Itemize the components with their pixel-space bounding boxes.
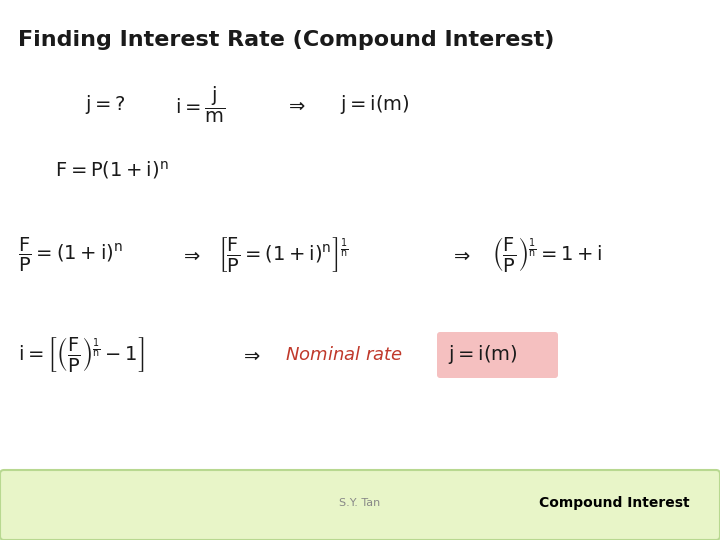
Text: $\mathsf{\left[\dfrac{F}{P} = (1+i)^{n}\right]^{\frac{1}{n}}}$: $\mathsf{\left[\dfrac{F}{P} = (1+i)^{n}\… [218, 235, 348, 274]
Text: $\mathsf{\left(\dfrac{F}{P}\right)^{\frac{1}{n}} = 1+i}$: $\mathsf{\left(\dfrac{F}{P}\right)^{\fra… [492, 235, 603, 274]
Text: $\Rightarrow$: $\Rightarrow$ [180, 246, 201, 265]
Text: $\mathsf{j = i(m)}$: $\mathsf{j = i(m)}$ [340, 93, 410, 117]
Text: $\mathsf{j = i(m)}$: $\mathsf{j = i(m)}$ [448, 343, 518, 367]
Text: Finding Interest Rate (Compound Interest): Finding Interest Rate (Compound Interest… [18, 30, 554, 50]
Text: $\mathsf{\dfrac{F}{P} = (1+i)^{n}}$: $\mathsf{\dfrac{F}{P} = (1+i)^{n}}$ [18, 236, 123, 274]
Text: $\Rightarrow$: $\Rightarrow$ [450, 246, 471, 265]
Text: $\mathit{Nominal\ rate}$: $\mathit{Nominal\ rate}$ [285, 346, 403, 364]
Text: S.Y. Tan: S.Y. Tan [339, 498, 381, 508]
Text: $\mathsf{i = \dfrac{j}{m}}$: $\mathsf{i = \dfrac{j}{m}}$ [175, 85, 225, 125]
Text: $\mathsf{F = P(1+i)^{n}}$: $\mathsf{F = P(1+i)^{n}}$ [55, 159, 168, 181]
Text: $\Rightarrow$: $\Rightarrow$ [240, 346, 261, 365]
FancyBboxPatch shape [0, 470, 720, 540]
Text: $\mathsf{j = ?}$: $\mathsf{j = ?}$ [85, 93, 126, 117]
Text: $\mathsf{i = \left[\left(\dfrac{F}{P}\right)^{\frac{1}{n}} - 1\right]}$: $\mathsf{i = \left[\left(\dfrac{F}{P}\ri… [18, 335, 145, 375]
Text: Compound Interest: Compound Interest [539, 496, 690, 510]
Text: $\Rightarrow$: $\Rightarrow$ [285, 96, 306, 114]
FancyBboxPatch shape [437, 332, 558, 378]
